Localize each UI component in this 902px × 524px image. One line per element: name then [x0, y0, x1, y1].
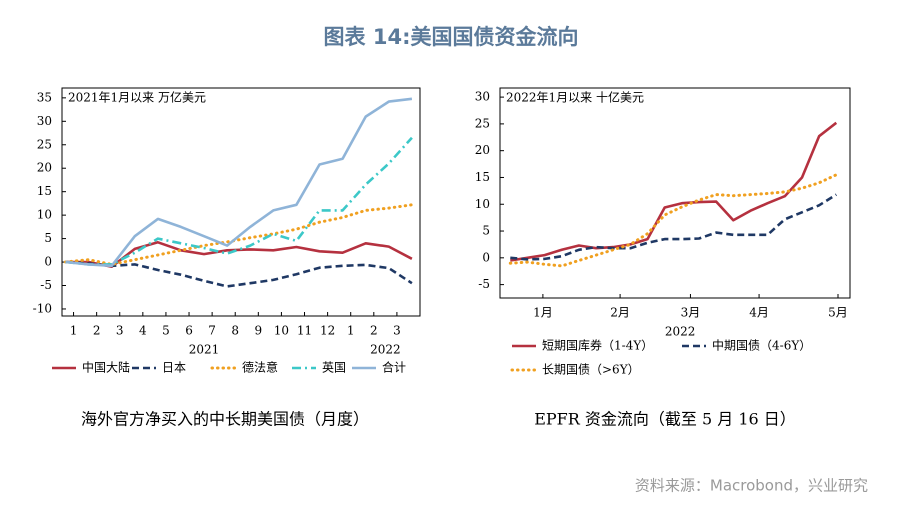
x-tick-label: 7	[208, 324, 216, 338]
x-tick-label: 2月	[610, 306, 630, 320]
y-tick-label: 20	[37, 161, 52, 175]
x-tick-label: 1	[347, 324, 355, 338]
x-tick-label: 5	[162, 324, 170, 338]
x-tick-label: 9	[255, 324, 263, 338]
y-tick-label: 0	[44, 255, 52, 269]
x-tick-label: 10	[274, 324, 289, 338]
x-tick-label: 2	[93, 324, 101, 338]
x-tick-label: 3	[116, 324, 124, 338]
x-tick-label: 1月	[533, 306, 553, 320]
y-tick-label: 25	[37, 137, 52, 151]
y-tick-label: 0	[482, 250, 490, 264]
legend-label: 英国	[322, 361, 346, 375]
caption: 海外官方净买入的中长期美国债（月度）	[81, 410, 369, 429]
x-tick-label: 4	[139, 324, 147, 338]
y-tick-label: 15	[475, 170, 490, 184]
caption: EPFR 资金流向（截至 5 月 16 日）	[534, 410, 796, 429]
series-line	[508, 173, 838, 268]
series-line	[65, 97, 413, 268]
x-tick-label: 5月	[828, 306, 848, 320]
x-tick-label: 2	[370, 324, 378, 338]
y-tick-label: 10	[475, 197, 490, 211]
y-tick-label: 10	[37, 208, 52, 222]
x-group-label: 2022	[665, 325, 696, 339]
y-tick-label: 30	[37, 114, 52, 128]
y-tick-label: 30	[475, 90, 490, 104]
x-group-label: 2022	[370, 343, 401, 357]
x-tick-label: 4月	[749, 306, 769, 320]
legend-label: 长期国债（>6Y）	[542, 363, 640, 377]
x-group-label: 2021	[189, 343, 220, 357]
x-tick-label: 3	[393, 324, 401, 338]
y-tick-label: -5	[40, 278, 52, 292]
series-line	[510, 121, 838, 262]
series-line	[65, 136, 413, 266]
y-tick-label: 25	[475, 116, 490, 130]
y-tick-label: 20	[475, 143, 490, 157]
plot-frame	[499, 87, 851, 299]
x-tick-label: 6	[185, 324, 193, 338]
legend-label: 短期国库券（1-4Y）	[542, 338, 653, 353]
annotation: 2021年1月以来 万亿美元	[68, 90, 206, 105]
legend-label: 中国大陆	[82, 360, 130, 375]
annotation: 2022年1月以来 十亿美元	[506, 90, 644, 105]
plot-frame	[61, 87, 421, 317]
legend-label: 日本	[162, 361, 186, 375]
series-line	[64, 203, 414, 266]
legend-label: 中期国债（4-6Y）	[712, 338, 811, 353]
y-tick-label: -5	[478, 277, 490, 291]
y-tick-label: 5	[482, 224, 490, 238]
page-title: 图表 14:美国国债资金流向	[324, 25, 579, 49]
series-line	[510, 193, 837, 261]
y-tick-label: 15	[37, 184, 52, 198]
y-tick-label: -10	[33, 301, 52, 315]
x-tick-label: 1	[70, 324, 78, 338]
series-line	[65, 260, 413, 288]
x-tick-label: 3月	[681, 306, 701, 320]
source-note: 资料来源：Macrobond，兴业研究	[635, 477, 868, 495]
series-line	[65, 241, 413, 268]
x-tick-label: 12	[320, 324, 335, 338]
x-tick-label: 8	[231, 324, 239, 338]
y-tick-label: 5	[44, 231, 52, 245]
legend-label: 合计	[382, 360, 406, 375]
legend-label: 德法意	[242, 360, 278, 375]
y-tick-label: 35	[37, 90, 52, 104]
x-tick-label: 11	[297, 324, 312, 338]
